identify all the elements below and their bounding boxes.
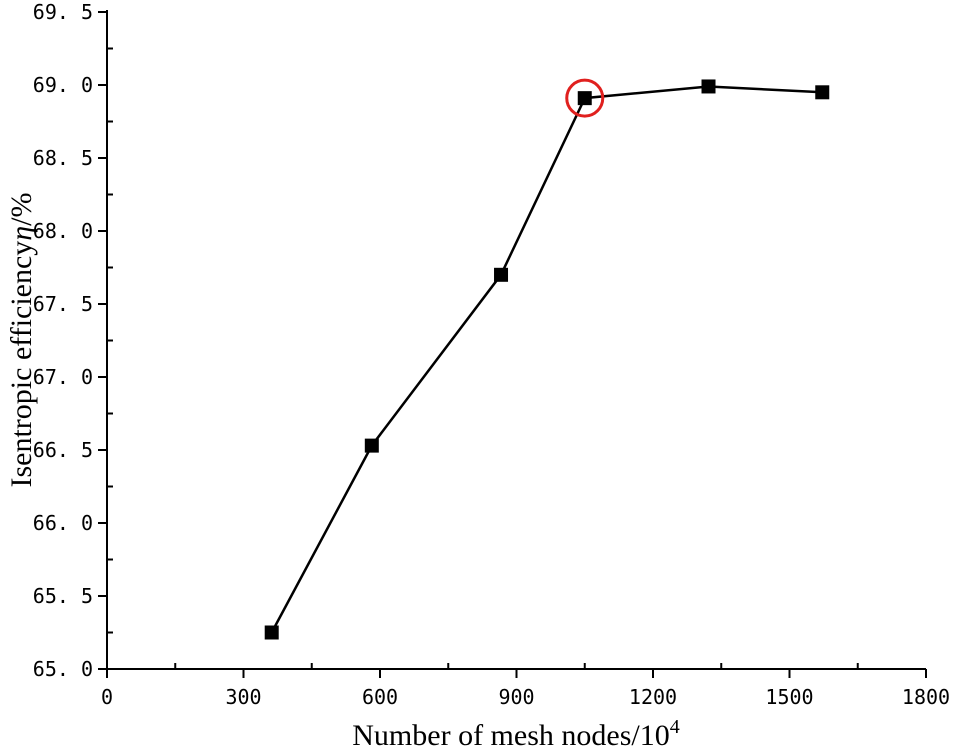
x-tick-label: 1200	[629, 685, 677, 709]
data-point-marker	[494, 267, 509, 282]
y-tick-label: 67. 0	[33, 365, 93, 389]
x-tick-label: 1800	[902, 685, 950, 709]
highlight-layer	[565, 78, 605, 118]
axes	[106, 10, 926, 670]
y-tick-label: 68. 0	[33, 219, 93, 243]
tick-labels: 0 300 600 900 1200 1500 1800 65. 0 65. 5 66. 0 66.…	[33, 0, 950, 709]
y-tick-label: 69. 5	[33, 0, 93, 24]
x-axis-title: Number of mesh nodes/104	[352, 716, 679, 751]
series-line	[270, 85, 823, 634]
x-tick-label: 900	[498, 685, 534, 709]
data-point-marker	[815, 85, 830, 100]
x-tick-label: 600	[362, 685, 398, 709]
x-tick-label: 0	[101, 685, 113, 709]
ticks	[98, 11, 927, 678]
y-tick-label: 66. 5	[33, 438, 93, 462]
y-tick-label: 68. 5	[33, 146, 93, 170]
y-axis-title: Isentropic efficiencyη/%	[5, 192, 38, 487]
y-tick-label: 67. 5	[33, 292, 93, 316]
data-point-marker	[701, 79, 716, 94]
data-point-marker	[264, 625, 279, 640]
x-tick-label: 1500	[765, 685, 813, 709]
y-tick-label: 66. 0	[33, 511, 93, 535]
y-tick-label: 65. 0	[33, 657, 93, 681]
y-tick-label: 69. 0	[33, 73, 93, 97]
y-tick-label: 65. 5	[33, 584, 93, 608]
series-layer	[264, 79, 830, 640]
data-point-marker	[577, 91, 592, 106]
highlight-circle	[565, 78, 605, 118]
data-point-marker	[364, 438, 379, 453]
x-tick-label: 300	[225, 685, 261, 709]
